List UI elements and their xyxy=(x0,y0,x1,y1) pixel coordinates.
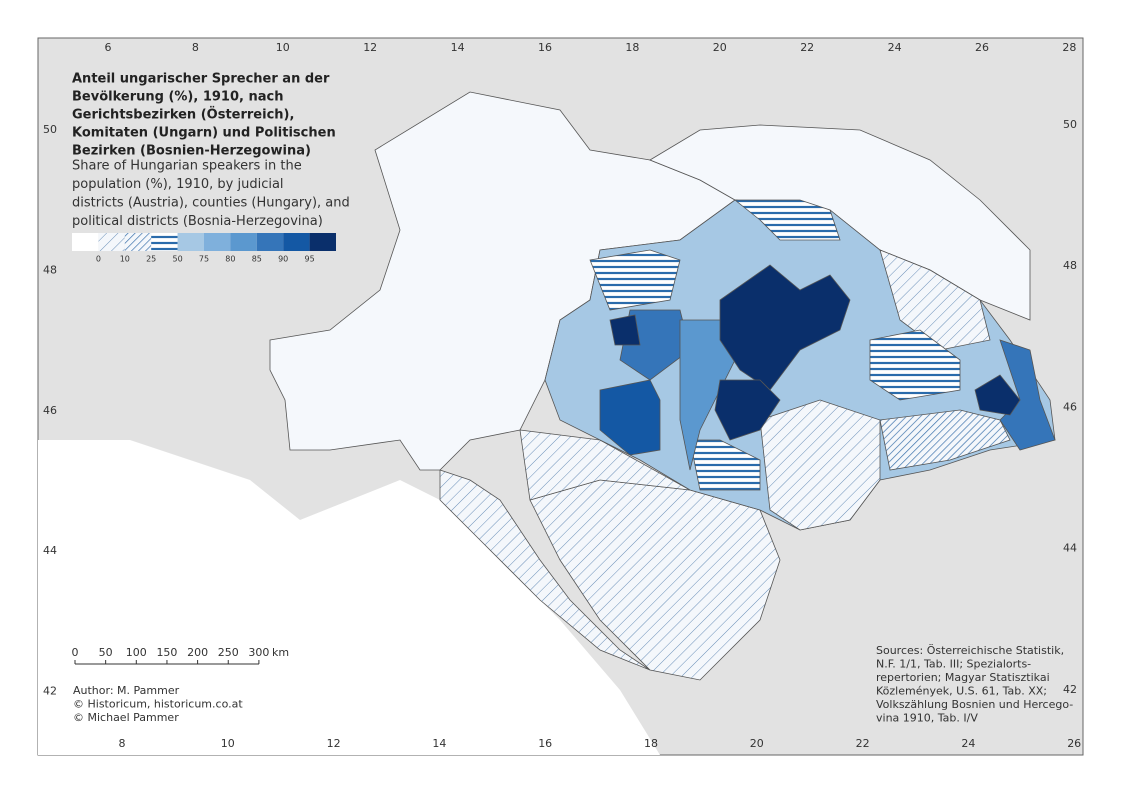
subtitle: districts (Austria), counties (Hungary),… xyxy=(72,196,350,211)
title: Anteil ungarischer Sprecher an der xyxy=(72,72,330,87)
subtitle: population (%), 1910, by judicial xyxy=(72,177,284,192)
graticule-label: 20 xyxy=(713,41,727,54)
legend-label: 90 xyxy=(278,255,288,264)
graticule-label: 50 xyxy=(1063,118,1077,131)
graticule-label: 48 xyxy=(43,263,57,276)
legend-label: 25 xyxy=(146,255,156,264)
title: Bevölkerung (%), 1910, nach xyxy=(72,90,283,105)
basemap xyxy=(38,91,1056,755)
graticule-label: 10 xyxy=(276,41,290,54)
graticule-label: 24 xyxy=(888,41,902,54)
graticule-label: 20 xyxy=(750,737,764,750)
graticule-label: 24 xyxy=(961,737,975,750)
scale-label: 150 xyxy=(156,646,177,659)
legend-label: 50 xyxy=(173,255,183,264)
scale-label: 50 xyxy=(99,646,113,659)
subtitle: Share of Hungarian speakers in the xyxy=(72,159,302,174)
legend-label: 85 xyxy=(252,255,262,264)
scale-label: 200 xyxy=(187,646,208,659)
scale-label: 0 xyxy=(72,646,79,659)
graticule-label: 14 xyxy=(432,737,446,750)
title: Bezirken (Bosnien-Herzegowina) xyxy=(72,144,311,159)
graticule-label: 48 xyxy=(1063,259,1077,272)
graticule-label: 18 xyxy=(625,41,639,54)
title: Gerichtsbezirken (Österreich), xyxy=(72,107,294,123)
legend-label: 0 xyxy=(96,255,101,264)
scale-unit: km xyxy=(272,646,289,659)
sources: Közlemények, U.S. 61, Tab. XX; xyxy=(876,685,1047,698)
sources: Sources: Österreichische Statistik, xyxy=(876,644,1064,657)
graticule-label: 12 xyxy=(327,737,341,750)
graticule-label: 12 xyxy=(363,41,377,54)
graticule-label: 18 xyxy=(644,737,658,750)
sources: N.F. 1/1, Tab. III; Spezialorts- xyxy=(876,658,1031,671)
scale-label: 300 xyxy=(248,646,269,659)
title: Komitaten (Ungarn) und Politischen xyxy=(72,126,336,141)
credit: © Michael Pammer xyxy=(73,711,179,724)
graticule-label: 26 xyxy=(1067,737,1081,750)
graticule-label: 22 xyxy=(800,41,814,54)
graticule-label: 50 xyxy=(43,123,57,136)
graticule-label: 22 xyxy=(856,737,870,750)
credit: © Historicum, historicum.co.at xyxy=(73,698,243,711)
graticule-label: 42 xyxy=(43,685,57,698)
graticule-label: 10 xyxy=(221,737,235,750)
graticule-label: 42 xyxy=(1063,683,1077,696)
graticule-label: 44 xyxy=(1063,542,1077,555)
legend-label: 95 xyxy=(305,255,315,264)
legend-swatches xyxy=(72,233,336,251)
scale-label: 100 xyxy=(126,646,147,659)
legend-label: 80 xyxy=(225,255,235,264)
graticule-label: 16 xyxy=(538,737,552,750)
scale-label: 250 xyxy=(218,646,239,659)
subtitle: political districts (Bosnia-Herzegovina) xyxy=(72,214,323,229)
graticule-label: 16 xyxy=(538,41,552,54)
graticule-label: 28 xyxy=(1062,41,1076,54)
graticule-label: 14 xyxy=(451,41,465,54)
legend-label: 75 xyxy=(199,255,209,264)
graticule-label: 8 xyxy=(119,737,126,750)
graticule-label: 6 xyxy=(105,41,112,54)
sources: vina 1910, Tab. I/V xyxy=(876,712,978,725)
legend-label: 10 xyxy=(120,255,130,264)
credit: Author: M. Pammer xyxy=(73,684,180,697)
graticule-label: 26 xyxy=(975,41,989,54)
graticule-label: 44 xyxy=(43,544,57,557)
sources: repertorien; Magyar Statisztikai xyxy=(876,671,1050,684)
graticule-label: 46 xyxy=(43,404,57,417)
sources: Volkszählung Bosnien und Hercego- xyxy=(876,698,1073,711)
graticule-label: 46 xyxy=(1063,400,1077,413)
graticule-label: 8 xyxy=(192,41,199,54)
